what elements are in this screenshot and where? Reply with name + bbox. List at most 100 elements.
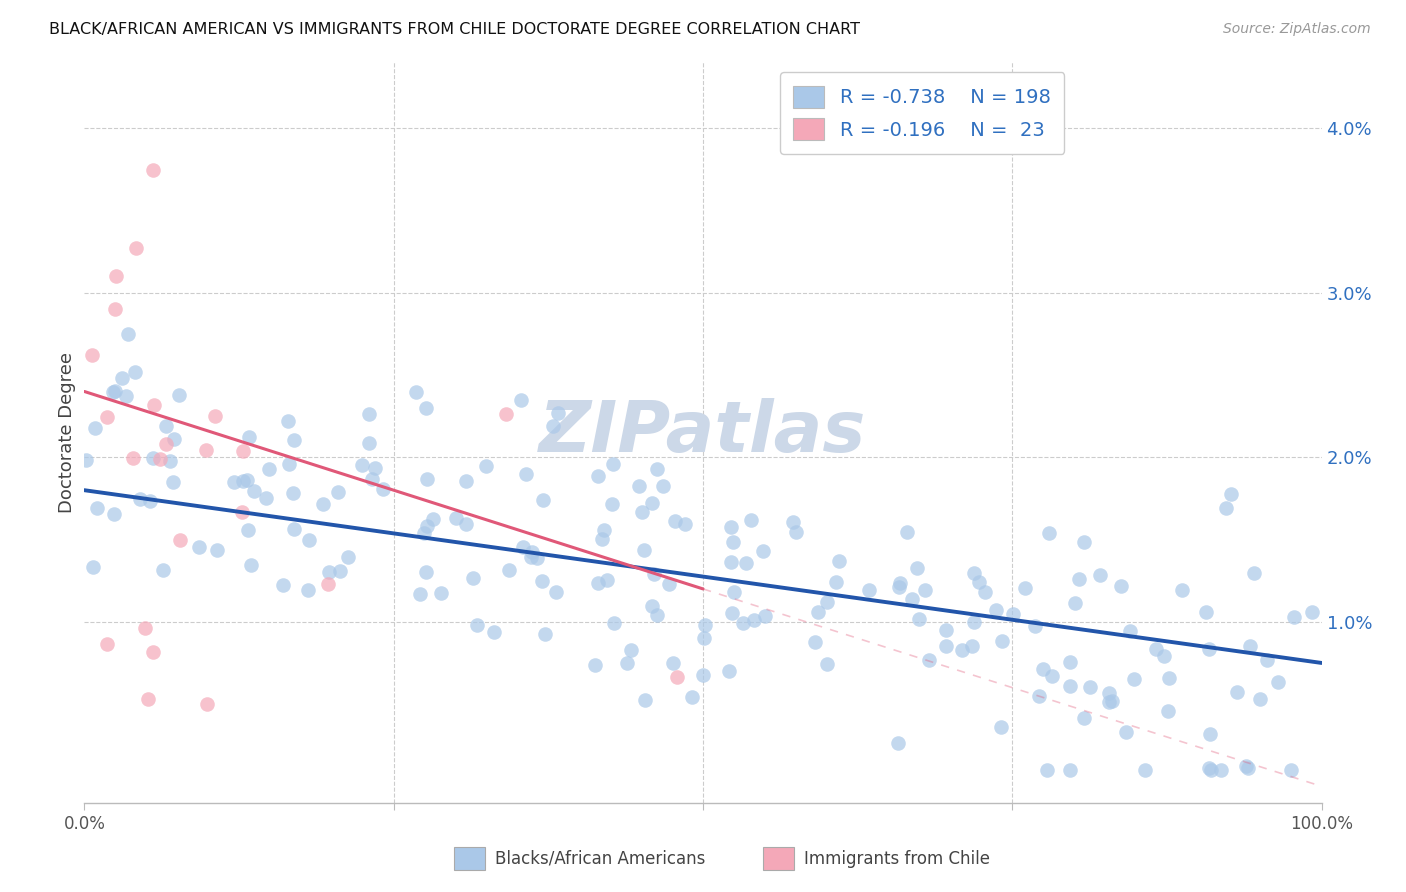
Point bbox=[1249, 692, 1271, 706]
Point bbox=[889, 575, 911, 590]
Point bbox=[142, 398, 165, 412]
Point bbox=[633, 543, 655, 558]
Point bbox=[534, 627, 557, 641]
Point bbox=[963, 615, 986, 629]
Point bbox=[785, 525, 807, 540]
Point bbox=[531, 493, 554, 508]
Point bbox=[1073, 535, 1095, 549]
Point bbox=[232, 475, 254, 489]
Point bbox=[104, 268, 127, 283]
Point bbox=[134, 621, 156, 635]
Point bbox=[238, 430, 260, 444]
Point bbox=[643, 567, 665, 582]
Point bbox=[329, 565, 352, 579]
Point bbox=[1119, 624, 1142, 638]
Point bbox=[235, 473, 257, 487]
Point bbox=[1133, 763, 1156, 777]
Point bbox=[720, 520, 742, 534]
Point bbox=[83, 421, 105, 435]
Point bbox=[101, 384, 124, 399]
Point bbox=[111, 370, 134, 384]
Point bbox=[124, 365, 146, 379]
Point bbox=[510, 393, 533, 408]
Point bbox=[986, 603, 1008, 617]
Point bbox=[231, 504, 253, 518]
Point bbox=[960, 640, 983, 654]
Point bbox=[1199, 763, 1222, 777]
Point bbox=[311, 497, 333, 511]
Point bbox=[204, 409, 226, 423]
Point bbox=[139, 493, 162, 508]
Point bbox=[600, 497, 623, 511]
Point bbox=[104, 384, 127, 398]
Point bbox=[415, 401, 437, 415]
Point bbox=[596, 573, 619, 587]
Point bbox=[905, 561, 928, 575]
Point bbox=[117, 327, 139, 342]
Point bbox=[1157, 704, 1180, 718]
Point bbox=[169, 533, 191, 547]
Point bbox=[278, 457, 301, 471]
Point bbox=[1024, 619, 1046, 633]
Point bbox=[474, 458, 496, 473]
Point bbox=[498, 563, 520, 577]
Point bbox=[159, 454, 181, 468]
Point bbox=[896, 525, 918, 540]
Point bbox=[602, 616, 624, 631]
Point bbox=[1123, 672, 1146, 686]
Point bbox=[586, 468, 609, 483]
Point bbox=[602, 457, 624, 471]
Point bbox=[519, 550, 541, 565]
Point bbox=[96, 410, 118, 425]
Point bbox=[361, 472, 384, 486]
Point bbox=[1198, 641, 1220, 656]
Point bbox=[616, 657, 638, 671]
Point bbox=[721, 607, 744, 621]
Point bbox=[1144, 641, 1167, 656]
Point bbox=[693, 631, 716, 645]
Point bbox=[991, 633, 1014, 648]
Point bbox=[456, 474, 478, 488]
Text: BLACK/AFRICAN AMERICAN VS IMMIGRANTS FROM CHILE DOCTORATE DEGREE CORRELATION CHA: BLACK/AFRICAN AMERICAN VS IMMIGRANTS FRO… bbox=[49, 22, 860, 37]
Point bbox=[80, 348, 103, 362]
Point bbox=[1014, 581, 1036, 595]
Point bbox=[194, 443, 217, 458]
Point bbox=[1101, 694, 1123, 708]
Point bbox=[152, 563, 174, 577]
Point bbox=[1256, 653, 1278, 667]
Legend: R = -0.738    N = 198, R = -0.196    N =  23: R = -0.738 N = 198, R = -0.196 N = 23 bbox=[780, 72, 1064, 154]
Point bbox=[541, 418, 564, 433]
Point bbox=[742, 614, 765, 628]
Point bbox=[665, 670, 688, 684]
Point bbox=[1036, 763, 1059, 777]
Point bbox=[142, 450, 165, 465]
Point bbox=[627, 479, 650, 493]
Point bbox=[1098, 686, 1121, 700]
Point bbox=[1301, 605, 1323, 619]
Point bbox=[990, 720, 1012, 734]
Point bbox=[136, 692, 159, 706]
Point bbox=[242, 484, 264, 499]
Point bbox=[858, 582, 880, 597]
Point bbox=[806, 605, 828, 619]
Point bbox=[155, 437, 177, 451]
Point bbox=[1073, 710, 1095, 724]
Point bbox=[1001, 607, 1024, 621]
Point bbox=[963, 566, 986, 580]
Point bbox=[583, 658, 606, 673]
Point bbox=[350, 458, 373, 472]
Point bbox=[142, 163, 165, 178]
Point bbox=[1059, 763, 1081, 777]
Point bbox=[1028, 689, 1050, 703]
Point bbox=[495, 407, 517, 421]
Point bbox=[752, 543, 775, 558]
Point bbox=[1157, 671, 1180, 685]
Point bbox=[1198, 727, 1220, 741]
Point bbox=[950, 643, 973, 657]
Text: ZIPatlas: ZIPatlas bbox=[540, 398, 866, 467]
Point bbox=[318, 565, 340, 579]
Point bbox=[149, 452, 172, 467]
Point bbox=[281, 485, 304, 500]
Point bbox=[1040, 669, 1063, 683]
Point bbox=[901, 591, 924, 606]
